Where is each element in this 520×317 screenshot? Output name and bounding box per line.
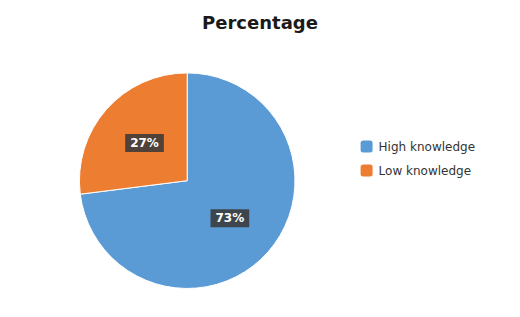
svg-text:Percentage: Percentage	[202, 12, 318, 33]
svg-text:73%: 73%	[216, 211, 245, 225]
svg-text:High knowledge: High knowledge	[379, 140, 475, 154]
svg-text:27%: 27%	[130, 136, 159, 150]
svg-text:Low knowledge: Low knowledge	[379, 164, 472, 178]
